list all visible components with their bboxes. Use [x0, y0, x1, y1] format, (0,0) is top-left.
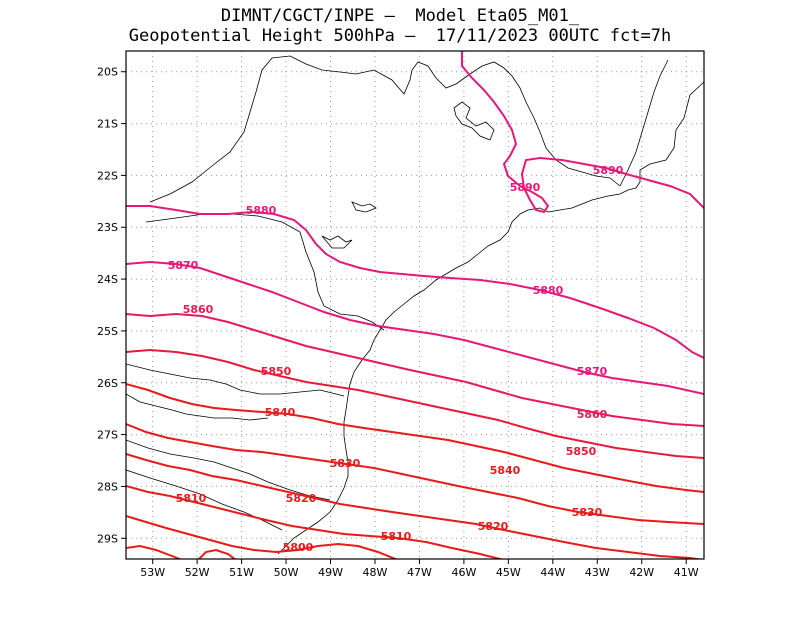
contour-5870 — [126, 260, 704, 395]
chart-title-line-1: DIMNT/CGCT/INPE – Model Eta05_M01_ — [220, 6, 580, 26]
x-axis: 53W 52W 51W 50W 49W 48W 47W 46W 45W 44W 43W 42W 41W — [140, 559, 699, 579]
contour-5810 — [126, 485, 505, 559]
label-5860-a: 5860 — [183, 303, 214, 316]
label-5830-a: 5830 — [330, 457, 361, 470]
state-border-mg-rj — [511, 75, 621, 187]
y-tick-label-22S: 22S — [97, 169, 118, 182]
contour-5840 — [126, 383, 704, 493]
x-tick-label-49W: 49W — [318, 566, 343, 579]
map-frame — [125, 50, 705, 560]
contour-5790-fragment-1 — [126, 544, 183, 559]
label-5810-a: 5810 — [176, 492, 207, 505]
label-5870-b: 5870 — [577, 365, 608, 378]
label-5890-a: 5890 — [593, 164, 624, 177]
contour-5790-fragment-2 — [197, 548, 237, 559]
label-5840-a: 5840 — [265, 406, 296, 419]
lake-detail-3 — [321, 235, 353, 249]
contour-5820 — [126, 453, 704, 559]
y-tick-label-29S: 29S — [97, 532, 118, 545]
x-tick-label-43W: 43W — [585, 566, 610, 579]
y-axis: 20S 21S 22S 23S 24S 25S 26S 27S 28S 29S — [97, 66, 126, 545]
y-tick-label-25S: 25S — [97, 325, 118, 338]
y-tick-label-20S: 20S — [97, 66, 118, 79]
y-tick-label-26S: 26S — [97, 377, 118, 390]
x-tick-label-50W: 50W — [274, 566, 299, 579]
y-tick-label-24S: 24S — [97, 273, 118, 286]
label-5850-b: 5850 — [566, 445, 597, 458]
y-tick-label-28S: 28S — [97, 480, 118, 493]
state-border-sp-pr — [145, 213, 385, 331]
chart-title-line-2: Geopotential Height 500hPa – 17/11/2023 … — [128, 26, 672, 46]
coastlines-borders — [126, 55, 704, 555]
x-tick-label-46W: 46W — [451, 566, 476, 579]
y-tick-label-21S: 21S — [97, 118, 118, 131]
label-5880-a: 5880 — [246, 204, 277, 217]
x-tick-label-52W: 52W — [185, 566, 210, 579]
x-tick-label-53W: 53W — [140, 566, 165, 579]
coastline — [277, 81, 704, 555]
state-border-sc-rs — [126, 439, 331, 501]
label-5870-a: 5870 — [168, 259, 199, 272]
contour-labels: 5890 5890 5880 5880 5870 5870 5860 5860 … — [168, 164, 624, 554]
contour-5850 — [126, 348, 704, 459]
label-5860-b: 5860 — [577, 408, 608, 421]
label-5890-b: 5890 — [510, 181, 541, 194]
contour-lines — [126, 51, 704, 559]
contour-5800 — [126, 515, 399, 559]
y-tick-label-27S: 27S — [97, 429, 118, 442]
state-border-pr-sc — [126, 363, 345, 397]
x-tick-label-47W: 47W — [407, 566, 432, 579]
x-tick-label-51W: 51W — [229, 566, 254, 579]
label-5830-b: 5830 — [572, 506, 603, 519]
x-tick-label-41W: 41W — [674, 566, 699, 579]
contour-5830 — [126, 423, 704, 525]
contour-5880 — [126, 205, 704, 359]
label-5820-b: 5820 — [478, 520, 509, 533]
contour-5860 — [126, 312, 704, 427]
river-border-1 — [126, 393, 269, 421]
label-5810-b: 5810 — [381, 530, 412, 543]
contour-5890-north — [461, 51, 704, 214]
x-tick-label-44W: 44W — [540, 566, 565, 579]
label-5850-a: 5850 — [261, 365, 292, 378]
lake-detail-2 — [351, 201, 377, 213]
label-5840-b: 5840 — [490, 464, 521, 477]
x-tick-label-42W: 42W — [629, 566, 654, 579]
label-5800-a: 5800 — [283, 541, 314, 554]
lake-detail-1 — [453, 101, 495, 141]
state-border-sp-mg — [149, 55, 513, 203]
x-tick-label-45W: 45W — [496, 566, 521, 579]
label-5880-b: 5880 — [533, 284, 564, 297]
y-tick-label-23S: 23S — [97, 221, 118, 234]
x-tick-label-48W: 48W — [363, 566, 388, 579]
state-border-mg-es — [619, 59, 669, 187]
label-5820-a: 5820 — [286, 492, 317, 505]
